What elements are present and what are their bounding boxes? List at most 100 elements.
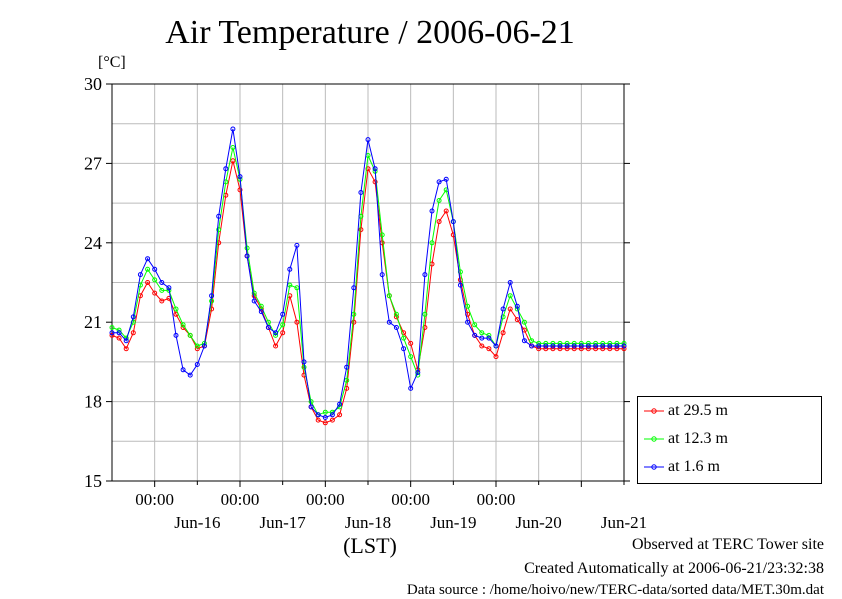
data-point — [123, 346, 129, 352]
data-point — [564, 346, 570, 352]
data-point — [443, 208, 449, 214]
data-point — [187, 332, 193, 338]
data-point — [514, 317, 520, 323]
x-day-label: Jun-17 — [260, 513, 307, 532]
data-point — [273, 330, 279, 336]
data-point — [536, 346, 542, 352]
y-tick-label: 30 — [84, 74, 102, 94]
data-point — [166, 285, 172, 291]
data-point — [109, 330, 115, 336]
data-point — [450, 219, 456, 225]
y-tick-label: 21 — [84, 312, 102, 332]
data-point — [130, 330, 136, 336]
data-point — [543, 343, 549, 349]
data-point — [472, 332, 478, 338]
series-1 — [109, 145, 627, 418]
data-point — [536, 340, 542, 346]
footer-site: Observed at TERC Tower site — [631, 536, 824, 553]
data-point — [322, 420, 328, 426]
chart-title: Air Temperature / 2006-06-21 — [165, 14, 575, 51]
legend-label: at 29.5 m — [668, 402, 728, 419]
legend-swatch-blue — [644, 464, 664, 470]
data-point — [564, 340, 570, 346]
data-point — [571, 343, 577, 349]
footer-source: Data source : /home/hoivo/new/TERC-data/… — [406, 582, 824, 598]
data-point — [223, 166, 229, 172]
data-point — [344, 377, 350, 383]
y-tick-label: 18 — [84, 392, 102, 412]
data-point — [401, 335, 407, 341]
data-point — [550, 343, 556, 349]
data-point — [479, 335, 485, 341]
data-point — [600, 346, 606, 352]
data-point — [429, 240, 435, 246]
data-point — [194, 343, 200, 349]
x-tick-time-label: 00:00 — [135, 490, 174, 509]
legend-swatch-red — [644, 408, 664, 414]
data-point — [472, 322, 478, 328]
data-point — [123, 338, 129, 344]
data-point — [436, 219, 442, 225]
footer-created: Created Automatically at 2006-06-21/23:3… — [524, 560, 824, 577]
data-point — [543, 340, 549, 346]
x-tick-time-label: 00:00 — [306, 490, 345, 509]
data-point — [607, 346, 613, 352]
data-point — [237, 187, 243, 193]
data-point — [337, 412, 343, 418]
data-point — [116, 327, 122, 333]
data-point — [358, 190, 364, 195]
data-point — [194, 362, 200, 367]
data-point — [137, 272, 143, 278]
data-point — [493, 343, 499, 349]
data-point — [500, 330, 506, 336]
data-point — [230, 145, 236, 150]
data-point — [116, 330, 122, 336]
data-point — [173, 306, 179, 312]
data-point — [593, 346, 599, 352]
series-2 — [109, 126, 627, 420]
data-point — [600, 340, 606, 346]
data-point — [294, 319, 300, 325]
data-point — [265, 325, 271, 330]
data-point — [230, 158, 236, 164]
data-point — [457, 282, 463, 288]
data-point — [621, 340, 627, 346]
data-point — [130, 314, 136, 320]
data-point — [315, 412, 321, 418]
data-point — [401, 346, 407, 352]
series-line — [111, 147, 624, 416]
data-point — [358, 227, 364, 233]
data-point — [422, 311, 428, 317]
data-point — [159, 298, 165, 304]
data-point — [379, 232, 385, 238]
series-line — [112, 128, 624, 419]
data-point — [337, 401, 343, 407]
data-point — [216, 213, 222, 219]
data-point — [372, 166, 378, 172]
data-point — [614, 343, 620, 349]
data-point — [251, 290, 257, 296]
data-point — [457, 269, 463, 275]
data-point — [109, 332, 115, 338]
data-point — [571, 340, 577, 346]
data-point — [244, 253, 250, 259]
data-point — [422, 272, 428, 278]
data-point — [109, 325, 115, 330]
data-point — [408, 385, 414, 391]
data-point — [258, 303, 264, 309]
data-point — [415, 370, 421, 375]
x-tick-time-label: 00:00 — [477, 490, 516, 509]
x-axis-label: (LST) — [343, 533, 397, 558]
data-point — [621, 346, 627, 352]
data-point — [557, 343, 563, 349]
x-tick-time-label: 00:00 — [221, 490, 260, 509]
data-point — [393, 325, 399, 330]
data-point — [209, 293, 215, 299]
legend-label: at 12.3 m — [668, 430, 728, 447]
data-point — [507, 293, 513, 299]
data-point — [301, 359, 307, 365]
data-point — [529, 343, 535, 349]
data-point — [280, 330, 286, 336]
data-point — [557, 346, 563, 352]
series-line — [111, 160, 624, 424]
